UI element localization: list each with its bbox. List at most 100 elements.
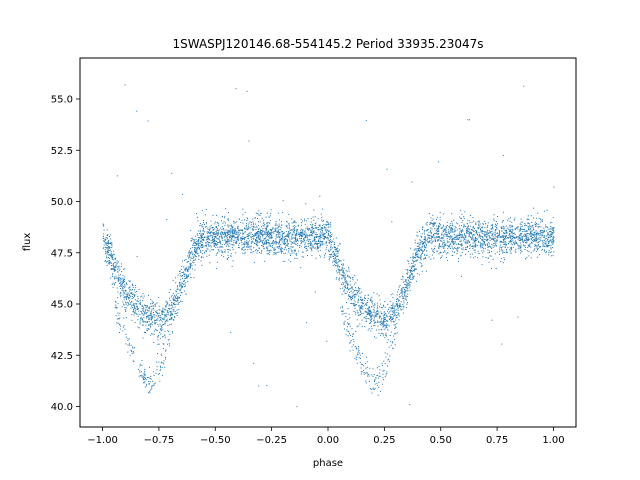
data-point xyxy=(296,241,297,243)
data-point xyxy=(388,325,390,327)
data-point xyxy=(147,315,149,317)
data-point xyxy=(477,250,479,252)
data-point xyxy=(444,245,446,247)
data-point xyxy=(206,238,208,240)
data-point xyxy=(480,235,482,237)
data-point xyxy=(396,323,398,325)
data-point xyxy=(106,253,108,255)
data-point xyxy=(288,225,290,227)
data-point xyxy=(316,227,318,229)
data-point xyxy=(157,335,159,337)
data-point xyxy=(283,243,285,245)
data-point xyxy=(181,282,183,284)
data-point xyxy=(500,236,502,238)
data-point xyxy=(489,238,491,240)
data-point xyxy=(469,230,471,232)
data-point xyxy=(257,241,259,243)
data-point xyxy=(184,278,186,280)
data-point xyxy=(385,318,387,320)
data-point xyxy=(545,226,547,228)
data-point xyxy=(112,269,114,271)
data-point xyxy=(371,312,373,314)
data-point xyxy=(368,306,370,308)
data-point xyxy=(532,229,534,231)
data-point xyxy=(149,319,151,321)
data-point xyxy=(439,245,441,247)
data-point xyxy=(220,245,222,247)
data-point xyxy=(528,229,530,231)
data-point xyxy=(445,253,447,255)
data-point xyxy=(386,353,388,355)
data-point xyxy=(122,287,124,289)
data-point xyxy=(370,318,372,320)
data-point xyxy=(121,271,123,273)
data-point xyxy=(290,229,292,231)
data-point xyxy=(407,269,409,271)
data-point xyxy=(107,249,109,251)
data-point xyxy=(120,294,122,296)
data-point xyxy=(412,256,414,258)
data-point xyxy=(351,302,353,304)
data-point xyxy=(550,239,552,241)
data-point xyxy=(456,237,458,239)
data-point xyxy=(274,247,276,249)
data-point xyxy=(142,306,144,308)
data-point xyxy=(276,224,278,226)
data-point xyxy=(527,239,529,241)
data-point xyxy=(183,275,185,277)
data-point xyxy=(435,233,437,235)
data-point xyxy=(179,282,181,284)
data-point xyxy=(472,257,474,259)
data-point xyxy=(542,230,544,232)
data-point xyxy=(114,266,116,268)
data-point xyxy=(438,246,440,248)
data-point xyxy=(428,213,430,215)
data-point xyxy=(296,257,298,259)
data-point xyxy=(173,303,175,305)
data-point xyxy=(250,245,252,247)
data-point xyxy=(309,244,311,246)
data-point xyxy=(313,227,315,229)
data-point xyxy=(443,246,445,248)
data-point xyxy=(188,252,190,254)
data-point xyxy=(426,224,428,226)
data-point xyxy=(230,243,232,245)
data-point xyxy=(227,218,229,220)
data-point xyxy=(366,308,368,310)
data-point xyxy=(396,300,398,302)
data-point xyxy=(124,328,126,330)
data-point xyxy=(276,234,277,236)
data-point xyxy=(410,269,412,271)
data-point xyxy=(227,231,228,233)
data-point xyxy=(422,244,424,246)
data-point xyxy=(291,237,293,239)
data-point xyxy=(294,242,296,244)
data-point xyxy=(213,243,215,245)
data-point xyxy=(218,232,220,234)
data-point xyxy=(181,193,183,195)
data-point xyxy=(334,257,336,259)
data-point xyxy=(108,247,110,249)
data-point xyxy=(127,294,129,296)
data-point xyxy=(200,260,202,262)
data-point xyxy=(526,218,528,220)
data-point xyxy=(497,223,499,225)
data-point xyxy=(500,227,502,229)
data-point xyxy=(156,369,158,371)
data-point xyxy=(164,337,166,339)
data-point xyxy=(327,234,329,236)
data-point xyxy=(106,245,108,247)
data-point xyxy=(469,236,471,238)
data-point xyxy=(546,226,548,228)
data-point xyxy=(295,226,297,228)
data-point xyxy=(225,242,227,244)
data-point xyxy=(170,314,172,316)
data-point xyxy=(355,293,357,295)
data-point xyxy=(160,325,162,327)
data-point xyxy=(143,304,145,306)
data-point xyxy=(190,267,192,269)
data-point xyxy=(211,232,213,234)
data-point xyxy=(167,311,169,313)
data-point xyxy=(169,319,171,321)
data-point xyxy=(262,233,264,235)
